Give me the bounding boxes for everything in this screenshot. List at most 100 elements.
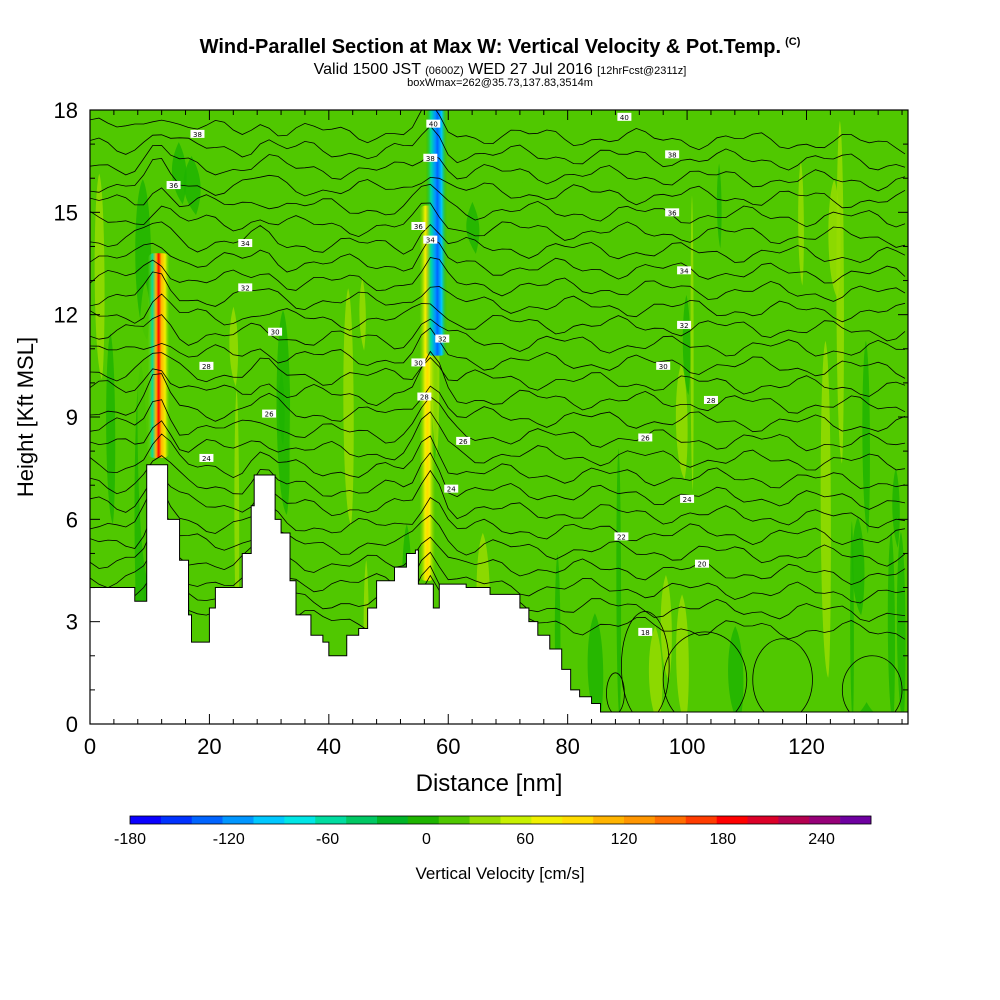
colorbar-frame (129, 815, 872, 825)
velocity-streak (569, 547, 578, 724)
x-tick-label: 0 (84, 734, 96, 759)
colorbar-swatch (716, 816, 748, 824)
colorbar-tick-label: -120 (213, 831, 245, 848)
contour-label: 30 (414, 359, 423, 367)
y-axis-label: Height [Kft MSL] (13, 337, 38, 497)
valid-prefix: Valid 1500 JST (313, 61, 421, 78)
colorbar-swatch (562, 816, 594, 824)
contour-label: 36 (414, 223, 423, 231)
colorbar-swatch (438, 816, 470, 824)
colorbar-swatch (191, 816, 223, 824)
velocity-streak (798, 161, 804, 286)
velocity-streak (892, 467, 900, 548)
contour-label-bg (411, 221, 426, 230)
velocity-streak (676, 594, 689, 724)
theta-contour (90, 486, 906, 546)
y-tick-label: 18 (54, 98, 78, 123)
contour-label: 28 (202, 363, 211, 371)
x-tick-label: 120 (788, 734, 825, 759)
contour-label: 28 (707, 397, 716, 405)
theta-contour (90, 110, 906, 155)
theta-contour (90, 157, 906, 209)
contour-label-bg (238, 283, 253, 292)
colorbar-tick-label: -60 (316, 831, 339, 848)
velocity-streak (343, 288, 354, 526)
theta-contour (90, 452, 906, 510)
velocity-streak (359, 277, 366, 351)
forecast-info: [12hrFcst@2311z] (597, 65, 687, 77)
chart-title: Wind-Parallel Section at Max W: Vertical… (0, 36, 1000, 59)
contour-label: 30 (659, 363, 668, 371)
contour-label: 18 (641, 629, 650, 637)
contour-label: 34 (426, 237, 435, 245)
colorbar-tick-label: 120 (611, 831, 638, 848)
colorbar-swatch (160, 816, 193, 824)
theta-contour (90, 183, 906, 228)
y-tick-label: 15 (54, 200, 78, 225)
updraft-core (147, 253, 170, 458)
velocity-streak (234, 389, 240, 647)
contour-label: 26 (265, 411, 274, 419)
velocity-streak (850, 521, 854, 724)
contour-label: 32 (438, 336, 447, 344)
colorbar-swatch (315, 816, 347, 824)
colorbar-swatch (531, 816, 563, 824)
contour-label: 24 (683, 496, 692, 504)
contour-label: 40 (429, 121, 438, 129)
colorbar-swatch (654, 816, 687, 824)
colorbar-swatch (778, 816, 810, 824)
contour-label-bg (638, 433, 653, 442)
contour-label: 30 (271, 329, 280, 337)
theta-contour (90, 236, 906, 284)
velocity-streak (229, 306, 239, 387)
colorbar-swatch (407, 816, 440, 824)
velocity-streak (616, 448, 622, 722)
valid-utc: (0600Z) (425, 65, 464, 77)
contour-label: 26 (641, 434, 650, 442)
theta-contour (90, 293, 906, 342)
x-axis-label: Distance [nm] (416, 770, 563, 797)
velocity-streak (675, 363, 688, 480)
contour-label-bg (617, 112, 632, 121)
velocity-streak (808, 465, 821, 677)
theta-contour (90, 327, 906, 379)
contour-label: 36 (169, 182, 178, 190)
contour-label-bg (423, 235, 438, 244)
contour-label-bg (199, 361, 214, 370)
contour-label-bg (411, 358, 426, 367)
theta-contour (90, 433, 906, 489)
theta-contour (90, 271, 906, 323)
theta-contour (90, 520, 906, 586)
contour-label: 22 (617, 533, 626, 541)
contour-label-bg (166, 181, 181, 190)
contour-label-bg (444, 484, 459, 493)
contour-label-bg (423, 153, 438, 162)
chart-title-text: Wind-Parallel Section at Max W: Vertical… (199, 36, 782, 58)
velocity-streak (94, 173, 105, 380)
contour-label: 40 (620, 114, 629, 122)
contour-label-bg (238, 239, 253, 248)
contour-label-bg (695, 559, 710, 568)
downdraft-core (425, 110, 448, 356)
contour-label-bg (656, 361, 671, 370)
contour-label-bg (665, 150, 680, 159)
velocity-streak (525, 375, 529, 481)
y-tick-label: 3 (66, 610, 78, 635)
theta-contour (90, 144, 906, 192)
contour-label: 38 (193, 131, 202, 139)
contour-label-bg (426, 119, 441, 128)
y-tick-label: 6 (66, 507, 78, 532)
contour-label-bg (456, 436, 471, 445)
velocity-streak (745, 393, 754, 724)
contour-label: 24 (447, 486, 456, 494)
boxwmax-line: boxWmax=262@35.73,137.83,3514m (407, 77, 593, 89)
y-tick-label: 0 (66, 712, 78, 737)
x-tick-label: 40 (317, 734, 341, 759)
contour-label: 38 (426, 155, 435, 163)
velocity-streak (276, 310, 291, 515)
contour-label: 32 (680, 322, 689, 330)
colorbar-swatch (747, 816, 779, 824)
velocity-streak (183, 155, 201, 216)
colorbar-swatch (284, 816, 316, 824)
colorbar-tick-label: -180 (114, 831, 146, 848)
